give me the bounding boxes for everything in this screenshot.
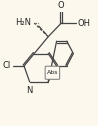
Text: N: N	[26, 86, 33, 95]
Text: O: O	[58, 1, 65, 10]
Text: Abs: Abs	[47, 70, 58, 75]
Text: Cl: Cl	[3, 61, 11, 70]
Text: H₂N: H₂N	[15, 18, 31, 27]
Text: ,,,: ,,,	[34, 20, 39, 25]
Text: OH: OH	[78, 19, 91, 28]
FancyBboxPatch shape	[45, 66, 60, 79]
